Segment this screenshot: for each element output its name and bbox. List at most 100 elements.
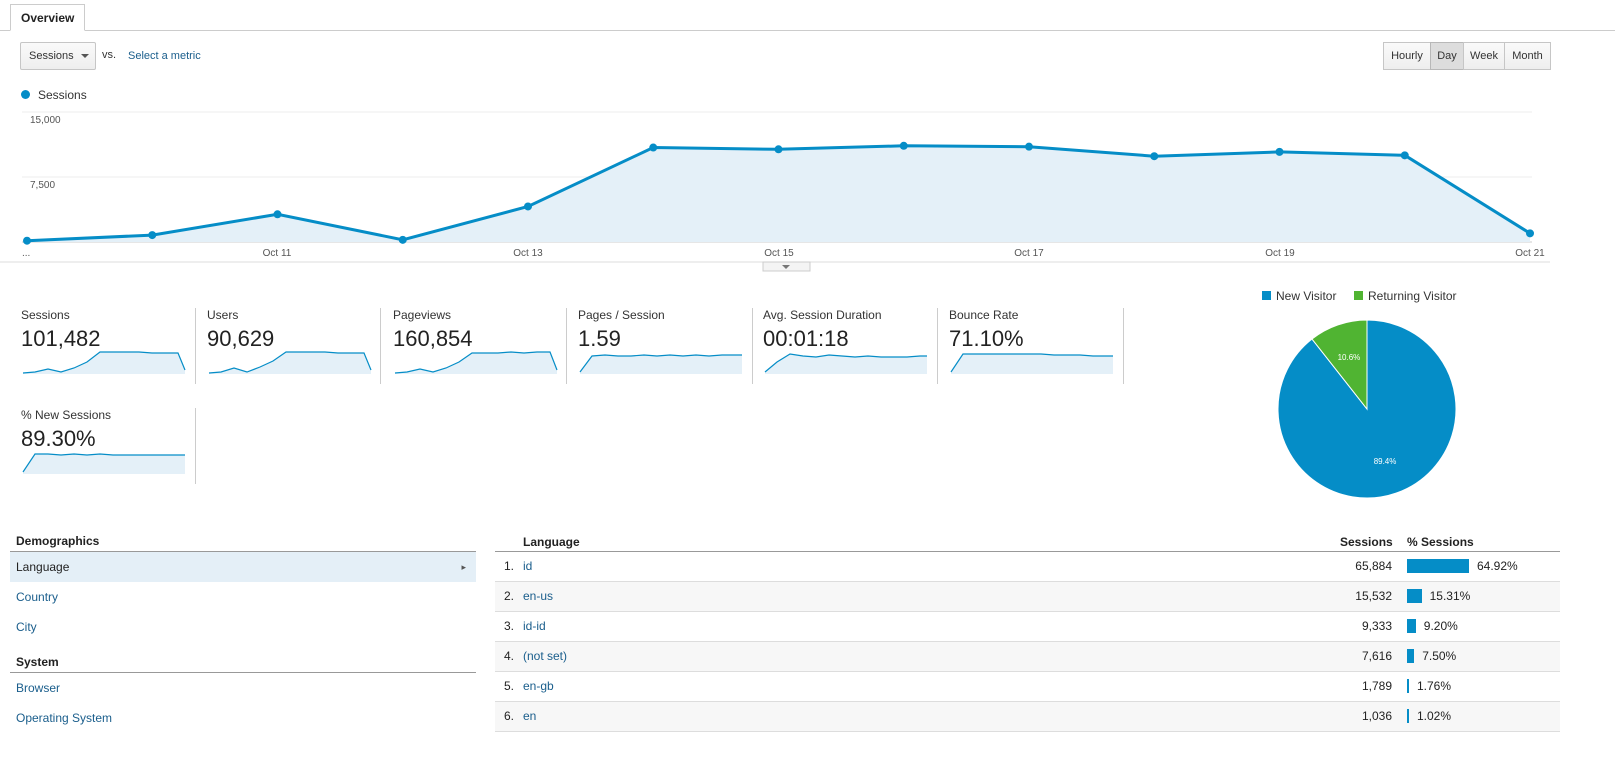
sparkline: [950, 353, 1113, 374]
scorecard-label: Avg. Session Duration: [763, 308, 882, 322]
sparkline: [22, 453, 185, 474]
scorecard-pageviews[interactable]: Pageviews 160,854: [393, 308, 565, 386]
table-row: 6. en 1,036 1.02%: [495, 702, 1560, 732]
row-number: 1.: [504, 559, 515, 573]
row-sessions: 1,789: [1361, 679, 1392, 693]
x-tick-label: Oct 19: [1265, 248, 1295, 259]
data-point[interactable]: [273, 210, 282, 219]
y-tick-label: 7,500: [30, 180, 55, 191]
row-sessions: 65,884: [1355, 559, 1392, 573]
select-metric-link[interactable]: Select a metric: [128, 50, 201, 62]
data-point[interactable]: [1275, 147, 1284, 156]
x-tick-label: Oct 21: [1515, 248, 1545, 259]
data-point[interactable]: [23, 236, 31, 245]
data-point[interactable]: [899, 141, 908, 150]
row-number: 3.: [504, 619, 515, 633]
nav-item-language[interactable]: Language ▸: [10, 552, 476, 582]
nav-item-city[interactable]: City: [16, 620, 37, 634]
sparkline: [22, 351, 186, 374]
row-language-link[interactable]: id: [523, 559, 533, 573]
tab-overview[interactable]: Overview: [10, 4, 86, 31]
pie-label-returning-visitor: 10.6%: [1338, 353, 1361, 362]
data-point[interactable]: [1150, 152, 1159, 161]
row-share-bar: [1407, 559, 1469, 573]
table-header-sessions[interactable]: Sessions: [1340, 535, 1393, 549]
scorecard-divider: [937, 308, 938, 384]
scorecard-value: 00:01:18: [763, 326, 849, 351]
row-sessions: 9,333: [1361, 619, 1392, 633]
nav-item-country[interactable]: Country: [16, 590, 59, 604]
table-row: 5. en-gb 1,789 1.76%: [495, 672, 1560, 702]
scorecard-value: 101,482: [21, 326, 101, 351]
period-day-button[interactable]: Day: [1430, 42, 1464, 70]
data-point[interactable]: [524, 202, 532, 211]
row-language-link[interactable]: en: [523, 709, 537, 723]
scorecard-divider: [752, 308, 753, 384]
row-language-link[interactable]: en-us: [523, 589, 554, 603]
metric-select-value: Sessions: [29, 50, 74, 62]
pie-slice-returning-visitor[interactable]: [1311, 319, 1368, 411]
row-number: 2.: [504, 589, 515, 603]
data-point[interactable]: [398, 235, 407, 244]
nav-item-label: Language: [16, 560, 70, 574]
visitor-pie-chart: 89.4% 10.6%: [1277, 319, 1457, 499]
row-sessions: 7,616: [1361, 649, 1392, 663]
scorecard-pages-per-session[interactable]: Pages / Session 1.59: [578, 308, 750, 386]
row-share-bar: [1407, 709, 1409, 723]
table-row: 4. (not set) 7,616 7.50%: [495, 642, 1560, 672]
data-point[interactable]: [774, 145, 783, 154]
scorecard-sessions[interactable]: Sessions 101,482: [21, 308, 193, 386]
legend-returning-visitor-label: Returning Visitor: [1368, 289, 1457, 303]
period-month-button[interactable]: Month: [1504, 42, 1551, 70]
chevron-right-icon: ▸: [461, 562, 466, 572]
legend-sessions-label: Sessions: [38, 88, 87, 102]
scorecard-label: Pageviews: [393, 308, 452, 322]
scorecard-users[interactable]: Users 90,629: [207, 308, 379, 386]
scorecard-label: Sessions: [21, 308, 70, 322]
data-point[interactable]: [1400, 151, 1409, 160]
scorecard-divider: [380, 308, 381, 384]
tab-bar-line: [0, 30, 1615, 31]
scorecard-bounce-rate[interactable]: Bounce Rate 71.10%: [949, 308, 1121, 386]
chart-collapse-handle[interactable]: [762, 261, 811, 272]
table-row: 3. id-id 9,333 9.20%: [495, 612, 1560, 642]
data-point[interactable]: [649, 143, 658, 152]
row-language-link[interactable]: en-gb: [523, 679, 554, 693]
metric-select[interactable]: Sessions: [20, 42, 96, 70]
legend-sessions-dot: [21, 90, 30, 99]
table-row: 2. en-us 15,532 15.31%: [495, 582, 1560, 612]
chevron-down-icon: [81, 54, 89, 58]
x-tick-label: Oct 17: [1014, 248, 1044, 259]
scorecard-divider: [195, 408, 196, 484]
scorecard-avg-session-duration[interactable]: Avg. Session Duration 00:01:18: [763, 308, 935, 386]
sparkline: [579, 354, 742, 374]
system-heading: System: [16, 655, 59, 669]
scorecard-new-sessions[interactable]: % New Sessions 89.30%: [21, 408, 193, 486]
data-point[interactable]: [148, 231, 157, 240]
scorecard-value: 90,629: [207, 326, 275, 351]
data-point[interactable]: [1025, 142, 1033, 151]
data-point[interactable]: [1526, 229, 1534, 238]
table-header-pct-sessions[interactable]: % Sessions: [1407, 535, 1474, 549]
vs-label: vs.: [102, 49, 117, 61]
nav-item-operating-system[interactable]: Operating System: [16, 711, 113, 725]
row-sessions: 1,036: [1361, 709, 1392, 723]
sparkline: [764, 353, 927, 374]
sparkline: [394, 351, 558, 374]
nav-item-browser[interactable]: Browser: [16, 681, 61, 695]
system-heading-line: [10, 672, 476, 673]
legend-new-visitor-label: New Visitor: [1276, 289, 1337, 303]
row-share-bar: [1407, 589, 1422, 603]
period-hourly-button[interactable]: Hourly: [1383, 42, 1431, 70]
row-language-link[interactable]: (not set): [523, 649, 568, 663]
period-week-button[interactable]: Week: [1463, 42, 1505, 70]
row-pct: 1.02%: [1417, 709, 1452, 723]
row-sessions: 15,532: [1355, 589, 1392, 603]
scorecard-divider: [1123, 308, 1124, 384]
scorecard-label: Pages / Session: [578, 308, 665, 322]
scorecard-label: Bounce Rate: [949, 308, 1019, 322]
row-number: 4.: [504, 649, 515, 663]
row-pct: 15.31%: [1429, 589, 1471, 603]
row-pct: 64.92%: [1477, 559, 1518, 573]
row-language-link[interactable]: id-id: [523, 619, 546, 633]
